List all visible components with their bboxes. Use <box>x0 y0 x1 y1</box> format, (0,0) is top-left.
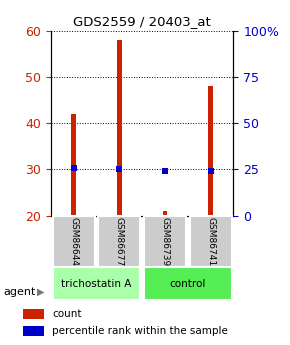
Text: count: count <box>52 309 82 319</box>
Title: GDS2559 / 20403_at: GDS2559 / 20403_at <box>73 16 211 29</box>
Text: GSM86741: GSM86741 <box>206 217 215 266</box>
Bar <box>163 211 167 216</box>
Bar <box>71 114 76 216</box>
Text: ▶: ▶ <box>37 287 45 296</box>
Text: GSM86644: GSM86644 <box>69 217 78 266</box>
Bar <box>190 216 232 267</box>
Text: agent: agent <box>3 287 35 296</box>
Bar <box>144 267 232 300</box>
Text: GSM86739: GSM86739 <box>160 217 169 266</box>
Text: control: control <box>170 279 206 289</box>
Text: trichostatin A: trichostatin A <box>61 279 132 289</box>
Bar <box>208 87 213 216</box>
Text: percentile rank within the sample: percentile rank within the sample <box>52 326 228 336</box>
Text: GSM86677: GSM86677 <box>115 217 124 266</box>
Bar <box>52 216 95 267</box>
Bar <box>98 216 140 267</box>
Bar <box>144 216 186 267</box>
Bar <box>117 40 122 216</box>
Bar <box>23 326 44 336</box>
Bar <box>52 267 140 300</box>
Bar <box>23 309 44 319</box>
